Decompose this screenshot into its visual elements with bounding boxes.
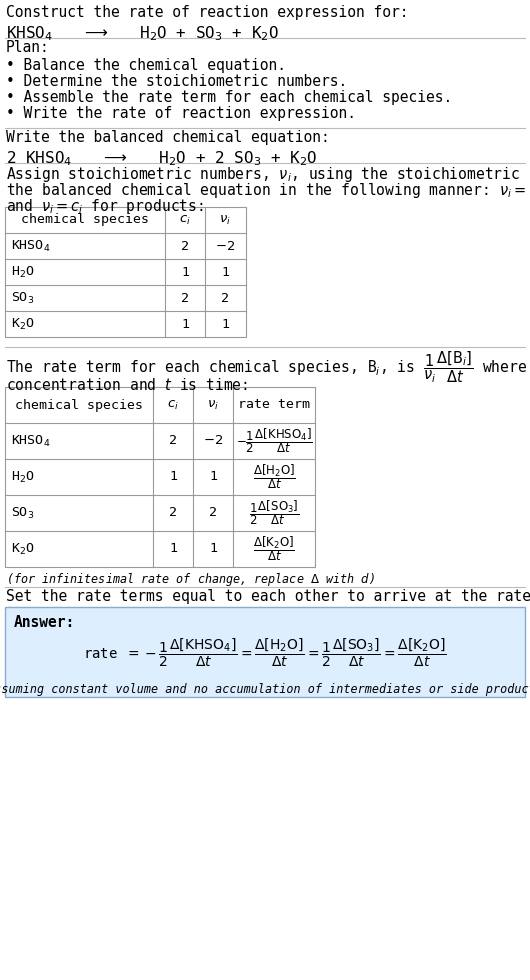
Text: $\nu_i$: $\nu_i$ [207,399,219,412]
Text: (assuming constant volume and no accumulation of intermediates or side products): (assuming constant volume and no accumul… [0,683,530,696]
Text: 1: 1 [169,543,177,556]
Text: chemical species: chemical species [21,214,149,226]
Text: concentration and $t$ is time:: concentration and $t$ is time: [6,377,248,393]
Text: $c_i$: $c_i$ [167,399,179,412]
Text: chemical species: chemical species [15,399,143,412]
Text: K$_2$O: K$_2$O [11,541,34,557]
Text: Answer:: Answer: [14,615,75,630]
Text: 2: 2 [181,239,189,253]
Text: rate $= -\dfrac{1}{2}\dfrac{\Delta[\mathrm{KHSO_4}]}{\Delta t} = \dfrac{\Delta[\: rate $= -\dfrac{1}{2}\dfrac{\Delta[\math… [83,637,447,669]
Text: 1: 1 [209,470,217,483]
Text: 2 KHSO$_4$   $\longrightarrow$   H$_2$O + 2 SO$_3$ + K$_2$O: 2 KHSO$_4$ $\longrightarrow$ H$_2$O + 2 … [6,149,317,168]
Text: H$_2$O: H$_2$O [11,265,34,279]
Bar [5,207,246,337]
FancyBboxPatch shape [5,607,525,697]
Text: rate term: rate term [238,399,310,412]
Bar [5,387,315,567]
Text: • Balance the chemical equation.: • Balance the chemical equation. [6,58,286,73]
Text: $\dfrac{\Delta[\mathrm{H_2O}]}{\Delta t}$: $\dfrac{\Delta[\mathrm{H_2O}]}{\Delta t}… [252,463,296,491]
Text: SO$_3$: SO$_3$ [11,506,34,520]
Text: The rate term for each chemical species, B$_i$, is $\dfrac{1}{\nu_i}\dfrac{\Delt: The rate term for each chemical species,… [6,349,530,384]
Text: Write the balanced chemical equation:: Write the balanced chemical equation: [6,130,330,145]
Text: $\nu_i$: $\nu_i$ [219,214,231,226]
Text: Set the rate terms equal to each other to arrive at the rate expression:: Set the rate terms equal to each other t… [6,589,530,604]
Text: (for infinitesimal rate of change, replace $\Delta$ with $d$): (for infinitesimal rate of change, repla… [6,571,375,588]
Text: KHSO$_4$   $\longrightarrow$   H$_2$O + SO$_3$ + K$_2$O: KHSO$_4$ $\longrightarrow$ H$_2$O + SO$_… [6,24,279,43]
Text: 1: 1 [221,266,229,278]
Text: $\dfrac{\Delta[\mathrm{K_2O}]}{\Delta t}$: $\dfrac{\Delta[\mathrm{K_2O}]}{\Delta t}… [253,535,295,564]
Text: $\dfrac{1}{2}\dfrac{\Delta[\mathrm{SO_3}]}{\Delta t}$: $\dfrac{1}{2}\dfrac{\Delta[\mathrm{SO_3}… [249,499,299,527]
Text: 2: 2 [169,434,177,448]
Text: 1: 1 [209,543,217,556]
Text: 1: 1 [181,266,189,278]
Text: 2: 2 [209,507,217,519]
Text: SO$_3$: SO$_3$ [11,290,34,306]
Text: Construct the rate of reaction expression for:: Construct the rate of reaction expressio… [6,5,409,20]
Text: • Determine the stoichiometric numbers.: • Determine the stoichiometric numbers. [6,74,347,89]
Text: 2: 2 [169,507,177,519]
Text: $-2$: $-2$ [215,239,235,253]
Text: the balanced chemical equation in the following manner: $\nu_i = -c_i$ for react: the balanced chemical equation in the fo… [6,181,530,200]
Text: 2: 2 [221,291,229,305]
Text: $-\dfrac{1}{2}\dfrac{\Delta[\mathrm{KHSO_4}]}{\Delta t}$: $-\dfrac{1}{2}\dfrac{\Delta[\mathrm{KHSO… [235,426,313,456]
Text: Plan:: Plan: [6,40,50,55]
Text: Assign stoichiometric numbers, $\nu_i$, using the stoichiometric coefficients, $: Assign stoichiometric numbers, $\nu_i$, … [6,165,530,184]
Text: K$_2$O: K$_2$O [11,317,34,331]
Text: 1: 1 [221,318,229,330]
Text: KHSO$_4$: KHSO$_4$ [11,238,50,254]
Text: 2: 2 [181,291,189,305]
Text: • Assemble the rate term for each chemical species.: • Assemble the rate term for each chemic… [6,90,452,105]
Text: 1: 1 [181,318,189,330]
Text: H$_2$O: H$_2$O [11,469,34,484]
Text: and $\nu_i = c_i$ for products:: and $\nu_i = c_i$ for products: [6,197,204,216]
Text: • Write the rate of reaction expression.: • Write the rate of reaction expression. [6,106,356,121]
Text: KHSO$_4$: KHSO$_4$ [11,433,50,449]
Text: $c_i$: $c_i$ [179,214,191,226]
Text: $-2$: $-2$ [203,434,223,448]
Text: 1: 1 [169,470,177,483]
